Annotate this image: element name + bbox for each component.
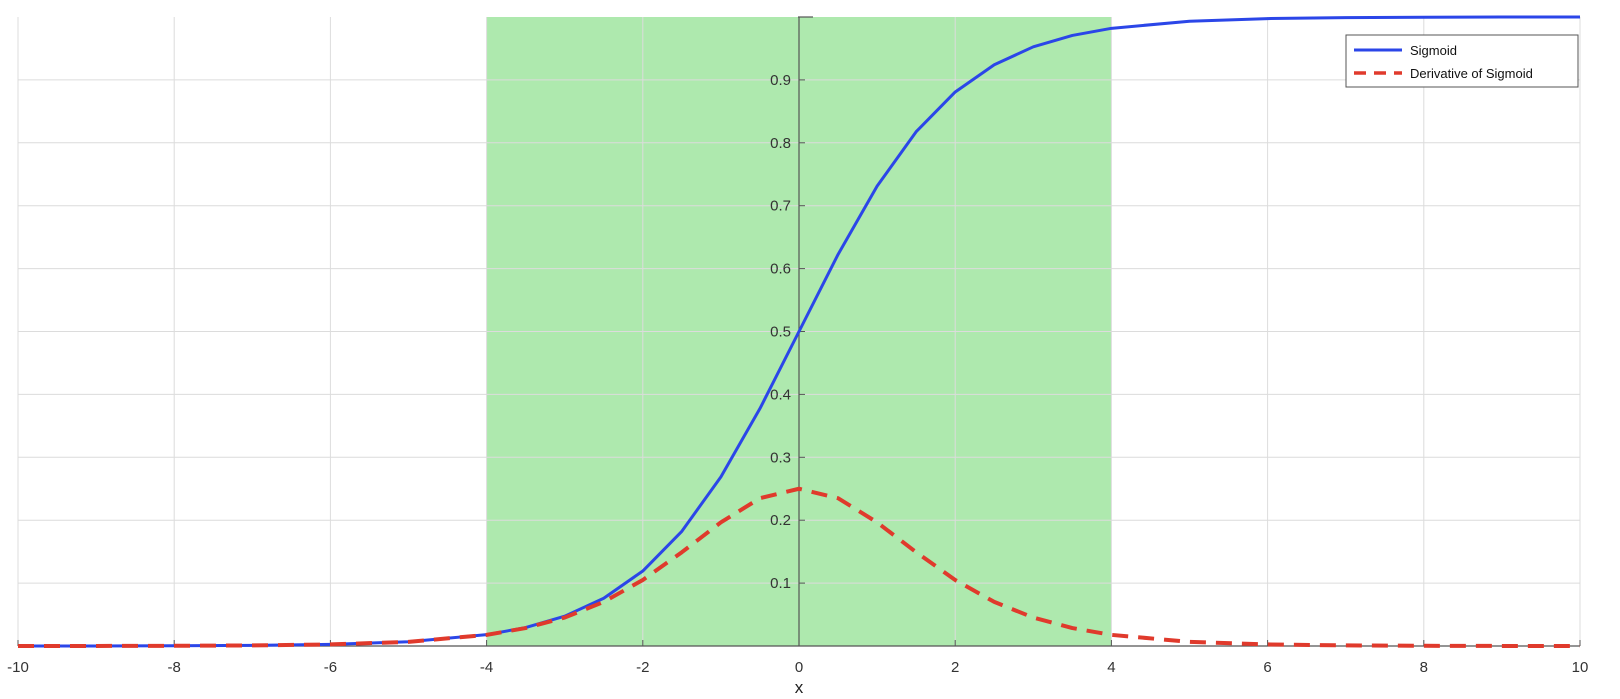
y-tick-label: 0.5: [770, 324, 791, 341]
sigmoid-derivative-line: [17, 486, 1581, 648]
y-tick-label: 0.3: [770, 449, 791, 466]
x-tick-label: 6: [1263, 659, 1271, 676]
x-tick-label: 0: [795, 659, 803, 676]
x-tick-label: -4: [480, 659, 493, 676]
y-tick-label: 0.4: [770, 386, 791, 403]
tick-label-layer: -10 -8 -6 -4 -2 0 2 4 6 8 10 0.1 0.2 0.3 0.4 0.5 0.6 0.7 0…: [7, 72, 1588, 676]
legend-entry-label: Sigmoid: [1410, 43, 1457, 58]
y-tick-label: 0.2: [770, 512, 791, 529]
x-tick-label: -10: [7, 659, 29, 676]
x-tick-label: -8: [168, 659, 181, 676]
series-layer: [17, 15, 1581, 648]
x-tick-label: -2: [636, 659, 649, 676]
x-tick-label: 2: [951, 659, 959, 676]
x-tick-label: -6: [324, 659, 337, 676]
y-tick-label: 0.8: [770, 135, 791, 152]
legend: Sigmoid Derivative of Sigmoid: [1345, 34, 1579, 88]
x-tick-label: 8: [1420, 659, 1428, 676]
x-tick-label: 4: [1107, 659, 1115, 676]
x-axis-label: x: [795, 678, 804, 697]
legend-entry-label: Derivative of Sigmoid: [1410, 66, 1533, 81]
y-tick-label: 0.6: [770, 261, 791, 278]
y-tick-label: 0.9: [770, 72, 791, 89]
x-tick-label: 10: [1572, 659, 1589, 676]
y-tick-label: 0.7: [770, 198, 791, 215]
y-tick-label: 0.1: [770, 575, 791, 592]
legend-box: [1345, 34, 1579, 88]
